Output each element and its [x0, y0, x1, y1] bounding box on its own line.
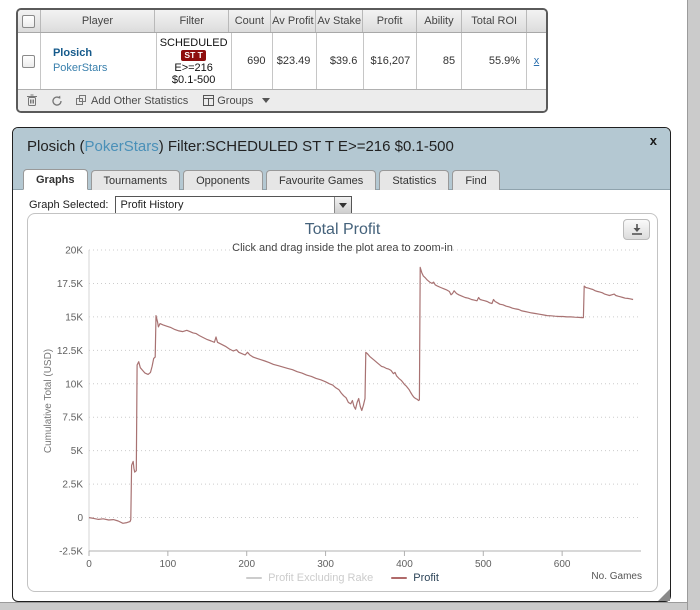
dialog-title-site: PokerStars [84, 138, 159, 155]
tab-tournaments[interactable]: Tournaments [90, 170, 181, 190]
legend-item-profit[interactable]: Profit [391, 572, 439, 584]
player-site-link[interactable]: PokerStars [52, 62, 108, 74]
row-select-cell [18, 33, 41, 89]
legend-dash-icon [246, 577, 263, 579]
select-all-checkbox[interactable] [22, 14, 36, 28]
filter-cell: SCHEDULED ST T E>=216 $0.1-500 [157, 33, 232, 89]
graph-select-value: Profit History [120, 199, 184, 211]
groups-icon [203, 95, 215, 106]
chevron-down-icon[interactable] [333, 197, 351, 213]
legend-dash-icon [391, 577, 408, 579]
graph-select-row: Graph Selected: Profit History [13, 190, 670, 214]
svg-text:7.5K: 7.5K [62, 413, 83, 424]
table-toolbar: Add Other Statistics Groups [18, 90, 546, 111]
tab-find[interactable]: Find [452, 170, 500, 190]
col-player[interactable]: Player [41, 10, 156, 32]
svg-text:17.5K: 17.5K [57, 279, 83, 290]
y-axis-title: Cumulative Total (USD) [43, 348, 54, 454]
svg-text:400: 400 [396, 559, 413, 570]
results-table-header: Player Filter Count Av Profit Av Stake P… [18, 10, 546, 33]
av-stake-value: $39.6 [317, 33, 365, 89]
svg-text:600: 600 [554, 559, 571, 570]
profit-value: $16,207 [364, 33, 418, 89]
close-icon[interactable]: x [649, 133, 657, 148]
col-ability[interactable]: Ability [417, 10, 463, 32]
select-all-cell [18, 10, 41, 32]
col-filter[interactable]: Filter [155, 10, 230, 32]
download-icon [631, 224, 642, 235]
remove-cell: x [527, 33, 546, 89]
copy-icon [76, 95, 87, 106]
chart-legend: Profit Excluding Rake Profit [28, 572, 657, 584]
refresh-icon[interactable] [51, 95, 63, 107]
col-remove [527, 10, 546, 32]
svg-text:2.5K: 2.5K [62, 480, 83, 491]
results-table: Player Filter Count Av Profit Av Stake P… [16, 8, 548, 113]
svg-text:0: 0 [86, 559, 92, 570]
dialog-title-prefix: Plosich ( [27, 138, 85, 155]
dialog-header: Plosich (PokerStars) Filter:SCHEDULED ST… [13, 128, 670, 165]
trash-icon[interactable] [26, 94, 38, 107]
stt-badge: ST T [181, 49, 206, 61]
col-av-stake[interactable]: Av Stake [316, 10, 364, 32]
window-edge-right [687, 0, 700, 610]
chart-title: Total Profit [304, 221, 381, 238]
remove-row-link[interactable]: x [533, 55, 540, 67]
graph-selected-label: Graph Selected: [29, 199, 109, 211]
svg-text:5K: 5K [71, 446, 84, 457]
player-detail-dialog: Plosich (PokerStars) Filter:SCHEDULED ST… [12, 127, 671, 602]
svg-text:15K: 15K [65, 312, 83, 323]
col-count[interactable]: Count [229, 10, 271, 32]
total-roi-value: 55.9% [462, 33, 528, 89]
col-av-profit[interactable]: Av Profit [271, 10, 317, 32]
dialog-title: Plosich (PokerStars) Filter:SCHEDULED ST… [27, 138, 454, 155]
table-row[interactable]: Plosich PokerStars SCHEDULED ST T E>=216… [18, 33, 546, 90]
svg-text:-2.5K: -2.5K [59, 547, 83, 558]
svg-text:300: 300 [317, 559, 334, 570]
tab-statistics[interactable]: Statistics [379, 170, 450, 190]
av-profit-value: $23.49 [273, 33, 318, 89]
svg-text:10K: 10K [65, 379, 83, 390]
graph-select-dropdown[interactable]: Profit History [114, 196, 352, 214]
svg-text:0: 0 [77, 513, 83, 524]
window-edge-bottom [0, 602, 687, 610]
filter-line1: SCHEDULED [159, 36, 228, 49]
filter-line2: E>=216 [174, 61, 213, 74]
svg-text:20K: 20K [65, 246, 83, 257]
svg-text:12.5K: 12.5K [57, 346, 83, 357]
legend-item-profit-excluding-rake[interactable]: Profit Excluding Rake [246, 572, 373, 584]
filter-line3: $0.1-500 [171, 73, 216, 86]
legend-label: Profit [413, 572, 439, 584]
resize-grip[interactable] [658, 589, 670, 601]
col-total-roi[interactable]: Total ROI [462, 10, 528, 32]
groups-button[interactable]: Groups [217, 94, 254, 107]
row-checkbox[interactable] [22, 54, 36, 68]
add-other-statistics-button[interactable]: Add Other Statistics [91, 94, 189, 107]
col-profit[interactable]: Profit [363, 10, 417, 32]
x-axis-title: No. Games [591, 571, 642, 582]
tab-favourite-games[interactable]: Favourite Games [265, 170, 377, 190]
groups-caret-icon[interactable] [262, 98, 271, 103]
chart-subtitle: Click and drag inside the plot area to z… [232, 242, 453, 254]
tab-graphs[interactable]: Graphs [23, 169, 88, 190]
player-cell: Plosich PokerStars [41, 33, 157, 89]
tab-opponents[interactable]: Opponents [183, 170, 263, 190]
dialog-tabs: Graphs Tournaments Opponents Favourite G… [13, 165, 670, 190]
count-value: 690 [232, 33, 273, 89]
dialog-title-suffix: ) Filter:SCHEDULED ST T E>=216 $0.1-500 [158, 138, 454, 155]
svg-text:200: 200 [238, 559, 255, 570]
profit-chart[interactable]: 20K 17.5K 15K 12.5K 10K 7.5K 5K 2.5K 0 -2.5K 0 100 2… [27, 213, 658, 592]
ability-value: 85 [417, 33, 463, 89]
legend-label: Profit Excluding Rake [268, 572, 374, 584]
svg-text:500: 500 [475, 559, 492, 570]
download-chart-button[interactable] [623, 219, 650, 240]
player-name-link[interactable]: Plosich [52, 47, 93, 59]
svg-text:100: 100 [160, 559, 177, 570]
